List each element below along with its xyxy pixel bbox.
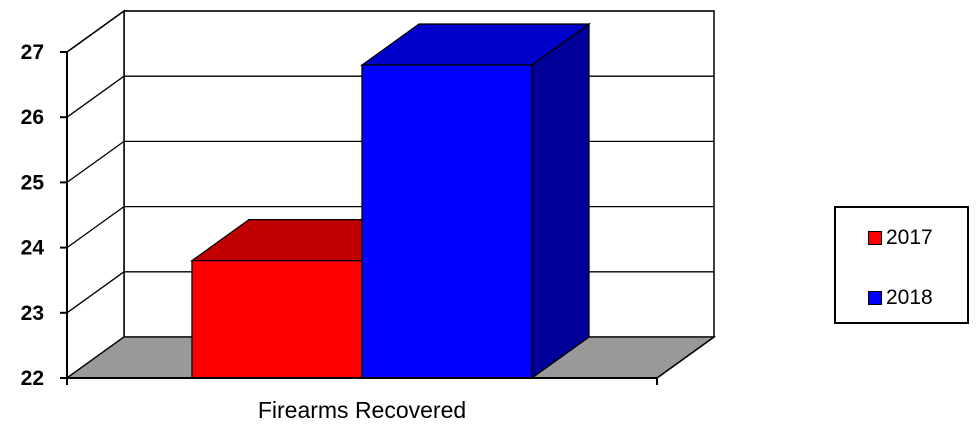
y-axis-ticks: 22 23 24 25 26 27 [21,41,67,390]
legend-item-2017: 2017 [868,226,933,250]
y-tick-label: 27 [21,41,44,64]
bar-2018 [359,22,592,380]
bars [189,22,592,380]
gridline [66,10,714,53]
y-tick-label: 24 [21,237,45,260]
y-tick-label: 22 [21,367,44,390]
legend-label-2018: 2018 [886,286,933,309]
legend-item-2018: 2018 [868,286,933,310]
side-wall [66,9,125,380]
y-tick-label: 25 [21,171,45,194]
floor-edge [656,336,715,379]
bar-front-2018 [361,64,533,379]
bar-side-2018 [531,22,590,380]
legend-swatch-2017 [868,231,882,245]
legend-label-2017: 2017 [886,226,933,249]
legend-swatch-2018 [868,291,882,305]
y-tick-label: 23 [21,302,44,325]
y-tick-label: 26 [21,106,44,129]
bar-front-2017 [191,259,363,379]
x-category-label: Firearms Recovered [258,397,466,423]
legend: 2017 2018 [834,206,969,324]
axes [66,52,715,385]
